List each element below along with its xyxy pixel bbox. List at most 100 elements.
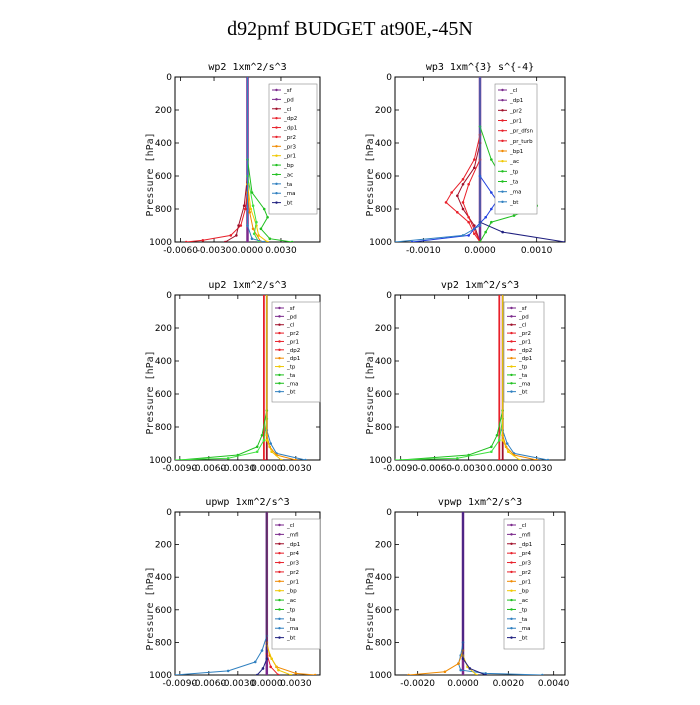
x-tick-label: -0.0090	[383, 464, 418, 474]
series-point	[249, 207, 253, 211]
legend-label: _bt	[518, 636, 528, 642]
series-point	[473, 232, 476, 236]
legend-label: _pr1	[518, 579, 531, 585]
legend-label: _pr4	[518, 551, 532, 557]
series-point	[250, 191, 254, 194]
y-tick-label: 800	[375, 205, 392, 215]
series-point	[259, 227, 263, 231]
y-tick-label: 0	[386, 508, 392, 518]
series-point	[490, 158, 493, 161]
legend-label: _ma	[518, 626, 530, 632]
legend-marker	[510, 542, 513, 545]
legend-label: _ac	[509, 159, 519, 165]
legend-marker	[278, 382, 281, 385]
series-point	[535, 458, 538, 460]
series-point	[450, 191, 453, 194]
series-point	[242, 204, 246, 207]
series-point	[410, 240, 414, 242]
legend-label: _pr1	[283, 154, 296, 160]
series-point	[260, 433, 264, 437]
y-tick-label: 400	[375, 573, 392, 583]
legend-label: _pr4	[286, 551, 300, 557]
legend-marker	[510, 356, 513, 360]
series-point	[253, 660, 257, 664]
series-point	[260, 649, 264, 652]
legend-label: _dp1	[286, 542, 300, 548]
x-tick-label: -0.0060	[163, 246, 198, 256]
series-point	[277, 668, 280, 672]
legend-label: _pr2	[518, 331, 531, 337]
y-tick-label: 200	[155, 541, 172, 551]
y-tick-label: 0	[386, 291, 392, 301]
series-point	[313, 673, 317, 675]
series-point	[497, 458, 501, 460]
y-tick-label: 600	[155, 390, 172, 400]
legend-marker	[510, 331, 513, 335]
series-point	[252, 232, 256, 236]
series-point	[235, 234, 238, 237]
legend-marker	[510, 570, 513, 574]
y-tick-label: 200	[155, 106, 172, 116]
series-point	[229, 234, 233, 237]
series-point	[294, 458, 298, 460]
series-point	[250, 237, 254, 240]
series-point	[277, 673, 280, 675]
legend-label: _dp2	[286, 348, 300, 354]
legend-label: _pd	[518, 314, 529, 320]
legend-marker	[510, 608, 513, 611]
legend-label: _pr1	[509, 119, 522, 125]
legend-label: _bt	[286, 390, 296, 396]
series-point	[265, 673, 269, 675]
legend-label: _dp2	[518, 348, 532, 354]
series-point	[201, 239, 205, 242]
x-tick-label: 0.0000	[487, 464, 519, 474]
legend-marker	[278, 617, 281, 621]
series-point	[175, 458, 177, 460]
series-line-dp1	[224, 77, 248, 242]
legend-marker	[278, 340, 281, 343]
legend-label: _cl	[286, 523, 295, 529]
legend-marker	[510, 598, 513, 602]
series-point	[490, 191, 493, 194]
legend-marker	[501, 190, 504, 193]
legend-marker	[278, 542, 281, 545]
legend-marker	[275, 192, 278, 195]
series-point	[461, 201, 465, 204]
legend-marker	[501, 170, 504, 173]
y-axis-label: Pressure [hPa]	[145, 350, 156, 434]
legend-label: _cl	[518, 323, 527, 329]
y-tick-label: 800	[375, 638, 392, 648]
y-axis-label: Pressure [hPa]	[365, 566, 376, 650]
legend-label: _bt	[286, 636, 296, 642]
y-tick-label: 800	[155, 423, 172, 433]
series-point	[456, 194, 459, 198]
series-point	[246, 224, 249, 227]
legend-label: _pr2	[286, 331, 299, 337]
legend-label: _tp	[518, 365, 528, 371]
legend-label: _bp	[518, 589, 529, 595]
legend-box	[271, 301, 321, 403]
series-point	[495, 433, 499, 437]
series-point	[237, 224, 240, 227]
series-point	[251, 204, 255, 207]
y-tick-label: 400	[155, 573, 172, 583]
y-tick-label: 1000	[149, 671, 172, 681]
series-point	[243, 207, 247, 211]
legend-label: _dp1	[518, 542, 532, 548]
series-point	[461, 182, 465, 186]
x-tick-label: -0.0030	[451, 464, 486, 474]
y-tick-label: 0	[386, 73, 392, 83]
legend-marker	[510, 365, 513, 368]
y-tick-label: 800	[155, 205, 172, 215]
series-point	[473, 224, 476, 227]
legend-label: _cl	[518, 523, 527, 529]
legend-marker	[510, 315, 513, 318]
y-tick-label: 200	[375, 324, 392, 334]
y-tick-label: 0	[166, 508, 172, 518]
legend-marker	[501, 88, 504, 92]
y-tick-label: 400	[375, 139, 392, 149]
y-tick-label: 600	[155, 172, 172, 182]
series-group	[395, 295, 550, 460]
legend-label: _sf	[518, 306, 528, 312]
legend-marker	[278, 627, 281, 630]
